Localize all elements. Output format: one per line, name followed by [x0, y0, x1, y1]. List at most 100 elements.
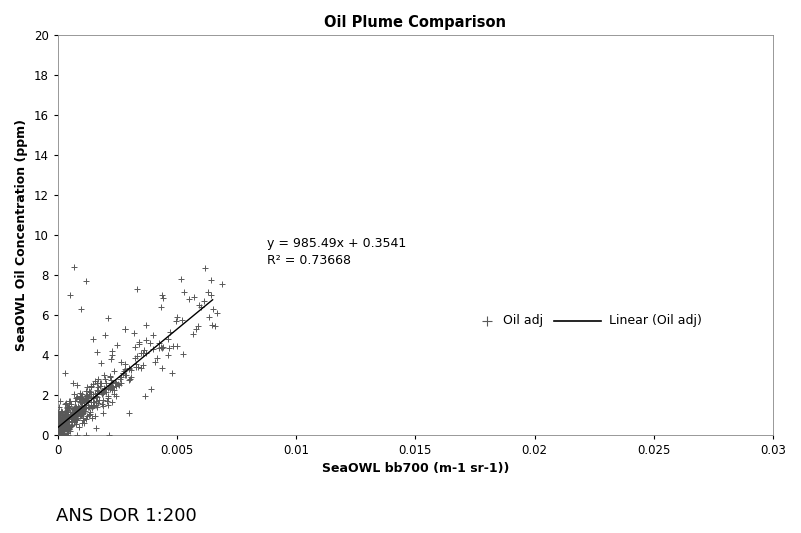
- Point: [99, 387, 112, 396]
- Point: [80, 277, 93, 285]
- Point: [75, 408, 88, 416]
- Point: [70, 410, 83, 419]
- Point: [60, 416, 73, 425]
- Point: [187, 330, 199, 338]
- Point: [70, 410, 83, 419]
- Point: [73, 404, 86, 413]
- Point: [54, 421, 67, 430]
- Point: [77, 409, 90, 417]
- Point: [60, 403, 73, 412]
- Point: [56, 415, 69, 424]
- Point: [99, 385, 111, 393]
- Point: [63, 425, 76, 433]
- Point: [70, 414, 83, 423]
- Point: [55, 422, 68, 430]
- Point: [110, 379, 123, 387]
- Point: [83, 410, 95, 419]
- Point: [81, 412, 94, 421]
- Point: [62, 403, 75, 412]
- Point: [52, 427, 65, 435]
- Point: [82, 398, 95, 406]
- Point: [64, 408, 77, 417]
- Point: [101, 384, 114, 392]
- Point: [90, 391, 103, 400]
- Point: [55, 415, 68, 424]
- Point: [71, 407, 84, 415]
- Point: [164, 327, 177, 336]
- Point: [113, 381, 126, 389]
- Point: [128, 329, 141, 337]
- Point: [151, 354, 163, 362]
- Point: [55, 431, 68, 439]
- Point: [62, 424, 75, 433]
- Point: [59, 412, 72, 421]
- Point: [108, 378, 121, 387]
- Point: [84, 382, 97, 391]
- Point: [55, 408, 68, 416]
- Point: [94, 379, 107, 387]
- Point: [58, 430, 70, 438]
- Point: [187, 293, 200, 302]
- Point: [76, 390, 89, 398]
- Point: [52, 411, 65, 419]
- Point: [103, 385, 116, 393]
- Point: [115, 373, 127, 381]
- Point: [61, 415, 74, 423]
- Point: [89, 377, 102, 386]
- Point: [92, 387, 105, 395]
- Point: [54, 418, 67, 426]
- Point: [82, 403, 95, 411]
- Point: [106, 379, 119, 387]
- Point: [211, 309, 223, 317]
- Point: [135, 349, 147, 358]
- Point: [61, 412, 74, 421]
- Point: [87, 393, 99, 402]
- Point: [63, 290, 76, 299]
- Point: [101, 401, 114, 410]
- Point: [123, 375, 136, 383]
- Point: [136, 349, 149, 358]
- Point: [67, 411, 80, 420]
- Point: [177, 350, 190, 359]
- Point: [54, 427, 66, 435]
- Point: [205, 290, 218, 299]
- Point: [55, 409, 68, 417]
- Point: [64, 397, 77, 405]
- Point: [59, 416, 72, 425]
- Point: [74, 406, 87, 414]
- Point: [56, 416, 69, 425]
- Point: [106, 383, 119, 391]
- Point: [83, 392, 95, 401]
- Point: [54, 431, 66, 439]
- Text: ANS DOR 1:200: ANS DOR 1:200: [56, 507, 197, 525]
- Point: [152, 344, 165, 353]
- Point: [70, 407, 83, 416]
- Point: [80, 396, 93, 405]
- Point: [90, 397, 103, 405]
- Point: [86, 414, 99, 422]
- Point: [166, 369, 179, 377]
- Point: [90, 401, 103, 409]
- Point: [132, 337, 145, 346]
- Point: [171, 313, 183, 321]
- Point: [149, 358, 162, 367]
- Point: [91, 379, 103, 387]
- Point: [68, 410, 81, 419]
- Point: [64, 426, 77, 435]
- Point: [63, 423, 76, 431]
- Point: [66, 413, 78, 421]
- Point: [147, 345, 159, 353]
- Point: [131, 285, 143, 293]
- Point: [51, 420, 64, 429]
- Point: [70, 406, 83, 414]
- Point: [61, 403, 74, 411]
- Point: [52, 431, 65, 439]
- Point: [69, 403, 82, 411]
- Point: [73, 405, 86, 413]
- Point: [161, 335, 174, 343]
- Point: [163, 344, 175, 353]
- Point: [58, 423, 70, 431]
- Point: [62, 404, 75, 413]
- Point: [54, 431, 66, 439]
- Point: [54, 410, 66, 418]
